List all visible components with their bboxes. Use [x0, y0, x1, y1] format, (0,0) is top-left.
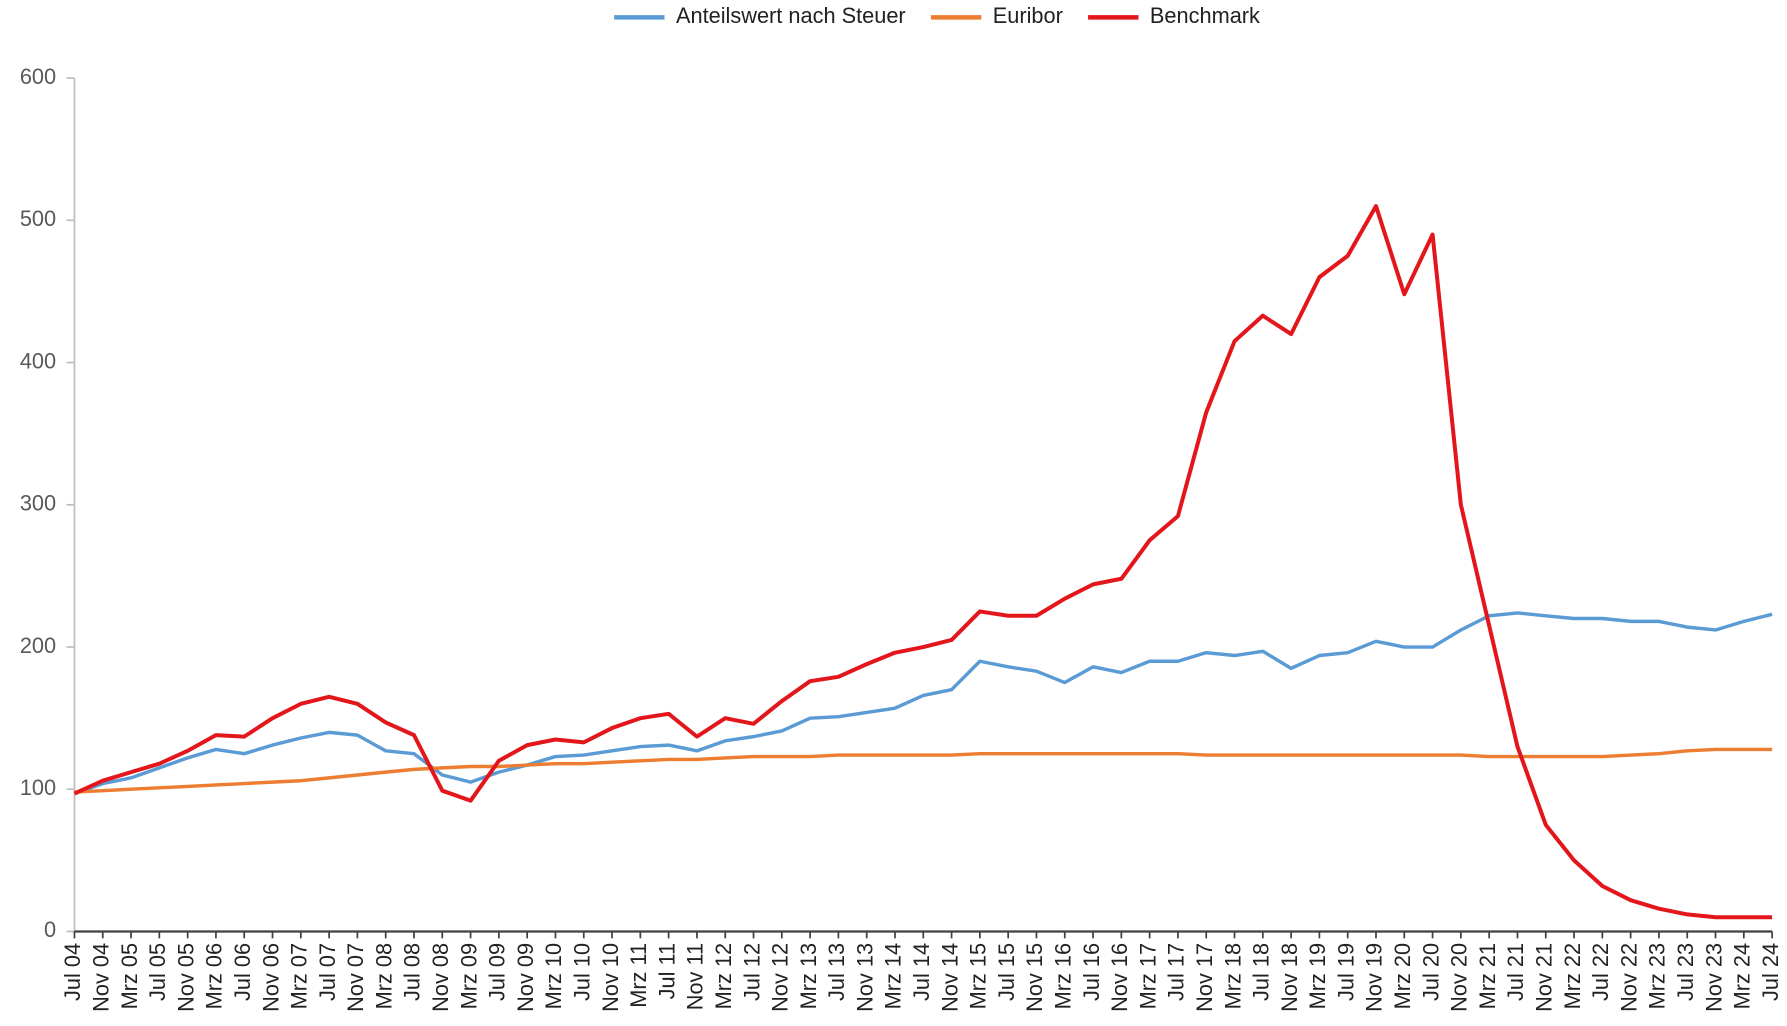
- x-tick-label: Mrz 16: [1051, 943, 1076, 1009]
- x-tick-label: Mrz 24: [1730, 943, 1755, 1009]
- x-tick-label: Jul 13: [824, 943, 849, 1001]
- x-tick-label: Nov 20: [1447, 943, 1472, 1012]
- x-tick-label: Mrz 22: [1560, 943, 1585, 1009]
- x-tick-label: Jul 08: [400, 943, 425, 1001]
- y-tick-label: 400: [20, 348, 56, 373]
- legend: Anteilswert nach Steuer Euribor Benchmark: [614, 3, 1260, 28]
- x-tick-label: Nov 21: [1532, 943, 1557, 1012]
- x-tick-label: Mrz 07: [287, 943, 312, 1009]
- x-tick-label: Mrz 21: [1475, 943, 1500, 1009]
- x-tick-label: Mrz 17: [1135, 943, 1160, 1009]
- x-tick-label: Mrz 19: [1305, 943, 1330, 1009]
- x-tick-label: Mrz 06: [202, 943, 227, 1009]
- x-tick-label: Jul 16: [1079, 943, 1104, 1001]
- legend-label: Benchmark: [1150, 3, 1260, 28]
- x-tick-label: Mrz 18: [1220, 943, 1245, 1009]
- x-tick-label: Jul 06: [230, 943, 255, 1001]
- y-tick-label: 200: [20, 633, 56, 658]
- x-tick-label: Jul 09: [485, 943, 510, 1001]
- x-tick-label: Mrz 13: [796, 943, 821, 1009]
- legend-label: Euribor: [993, 3, 1063, 28]
- line-series: [73, 204, 1773, 920]
- x-tick-label: Jul 15: [994, 943, 1019, 1001]
- x-tick-label: Nov 17: [1192, 943, 1217, 1012]
- x-tick-label: Jul 24: [1758, 943, 1783, 1001]
- x-tick-label: Mrz 05: [117, 943, 142, 1009]
- x-tick-label: Jul 21: [1503, 943, 1528, 1001]
- legend-item: Euribor: [930, 3, 1063, 28]
- x-tick-label: Nov 16: [1107, 943, 1132, 1012]
- x-tick-label: Nov 06: [258, 943, 283, 1012]
- x-tick-label: Nov 12: [768, 943, 793, 1012]
- x-tick-label: Nov 19: [1362, 943, 1387, 1012]
- x-tick-label: Nov 22: [1616, 943, 1641, 1012]
- x-tick-label: Nov 14: [937, 943, 962, 1012]
- y-tick-label: 0: [44, 917, 56, 942]
- legend-item: Benchmark: [1088, 3, 1260, 28]
- legend-label: Anteilswert nach Steuer: [676, 3, 906, 28]
- x-tick-label: Jul 18: [1249, 943, 1274, 1001]
- line-series: [73, 611, 1773, 796]
- x-tick-label: Jul 10: [570, 943, 595, 1001]
- x-tick-label: Jul 19: [1333, 943, 1358, 1001]
- x-tick-label: Mrz 08: [371, 943, 396, 1009]
- x-tick-label: Nov 05: [173, 943, 198, 1012]
- x-tick-label: Mrz 23: [1645, 943, 1670, 1009]
- x-tick-label: Nov 04: [89, 943, 114, 1012]
- x-tick-label: Nov 10: [598, 943, 623, 1012]
- x-tick-label: Nov 11: [683, 943, 708, 1010]
- y-tick-label: 500: [20, 206, 56, 231]
- x-tick-label: Mrz 15: [966, 943, 991, 1009]
- x-tick-label: Jul 23: [1673, 943, 1698, 1001]
- legend-item: Anteilswert nach Steuer: [614, 3, 906, 28]
- y-tick-label: 300: [20, 491, 56, 516]
- x-tick-label: Jul 12: [739, 943, 764, 1001]
- x-tick-label: Jul 07: [315, 943, 340, 1001]
- x-tick-label: Jul 22: [1588, 943, 1613, 1001]
- x-tick-label: Nov 13: [852, 943, 877, 1012]
- x-tick-label: Nov 18: [1277, 943, 1302, 1012]
- x-tick-label: Mrz 11: [626, 943, 651, 1008]
- x-tick-label: Nov 07: [343, 943, 368, 1012]
- x-tick-label: Mrz 09: [456, 943, 481, 1009]
- x-tick-label: Mrz 14: [881, 943, 906, 1009]
- x-tick-label: Jul 05: [145, 943, 170, 1001]
- x-tick-label: Mrz 12: [711, 943, 736, 1009]
- y-tick-label: 100: [20, 775, 56, 800]
- x-tick-label: Jul 04: [60, 943, 85, 1001]
- x-tick-label: Mrz 10: [541, 943, 566, 1009]
- x-tick-label: Jul 11: [654, 943, 679, 999]
- x-tick-label: Jul 20: [1418, 943, 1443, 1001]
- x-tick-label: Mrz 20: [1390, 943, 1415, 1009]
- y-tick-label: 600: [20, 64, 56, 89]
- x-tick-label: Jul 14: [909, 943, 934, 1001]
- x-tick-label: Nov 15: [1022, 943, 1047, 1012]
- x-tick-label: Nov 23: [1701, 943, 1726, 1012]
- x-tick-label: Nov 09: [513, 943, 538, 1012]
- x-tick-label: Jul 17: [1164, 943, 1189, 1001]
- x-tick-label: Nov 08: [428, 943, 453, 1012]
- line-series: [74, 747, 1773, 794]
